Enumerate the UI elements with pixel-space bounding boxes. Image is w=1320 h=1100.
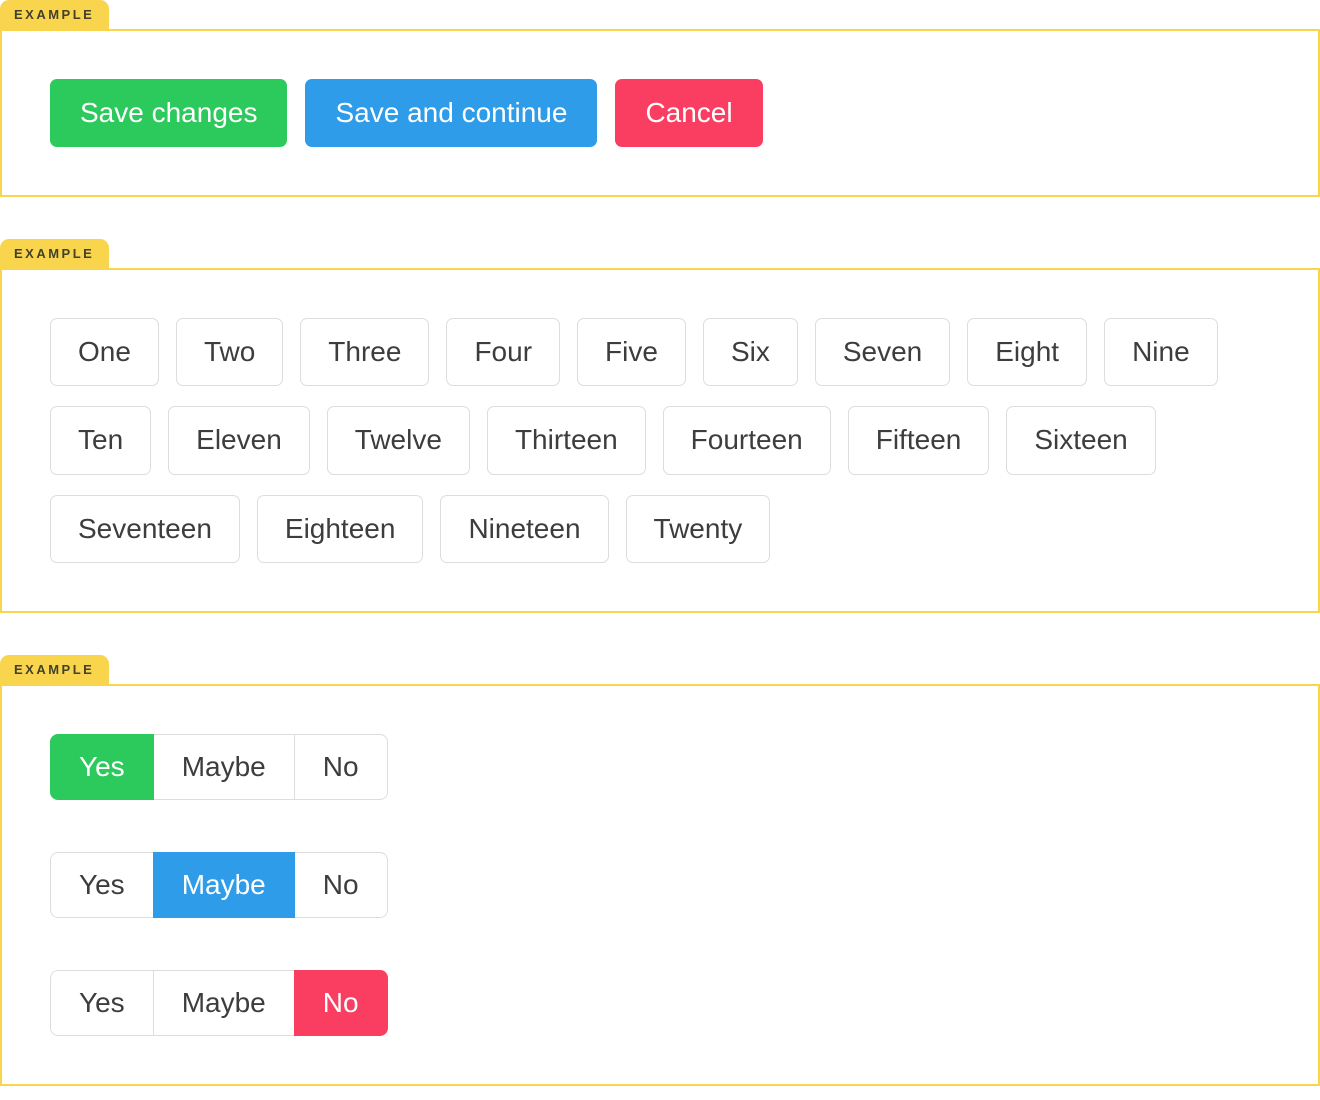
action-button-row: Save changes Save and continue Cancel (50, 79, 1270, 148)
example-tag: EXAMPLE (0, 239, 110, 269)
segment-maybe[interactable]: Maybe (152, 733, 295, 800)
save-and-continue-button[interactable]: Save and continue (305, 79, 598, 148)
example-section-action-buttons: EXAMPLE Save changes Save and continue C… (0, 0, 1320, 198)
grid-button[interactable]: Five (577, 318, 686, 387)
segmented-control-maybe-selected: Yes Maybe No (50, 851, 388, 919)
segmented-control-row: Yes Maybe No (50, 733, 1270, 800)
grid-button[interactable]: Seven (814, 318, 951, 387)
button-grid: One Two Three Four Five Six Seven Eight … (50, 318, 1270, 563)
grid-button[interactable]: Eleven (168, 406, 310, 475)
example-box: One Two Three Four Five Six Seven Eight … (0, 268, 1320, 613)
grid-button[interactable]: Thirteen (486, 406, 646, 475)
grid-button[interactable]: Three (300, 318, 430, 387)
grid-button[interactable]: Seventeen (50, 494, 240, 563)
grid-button[interactable]: Eighteen (256, 494, 424, 563)
grid-button[interactable]: Nine (1104, 318, 1218, 387)
grid-button[interactable]: Four (446, 318, 561, 387)
cancel-button[interactable]: Cancel (615, 79, 763, 148)
segmented-control-no-selected: Yes Maybe No (50, 970, 388, 1037)
segment-maybe[interactable]: Maybe (152, 970, 295, 1037)
segmented-control-yes-selected: Yes Maybe No (50, 733, 388, 800)
example-section-segmented-controls: EXAMPLE Yes Maybe No Yes Maybe No Yes (0, 654, 1320, 1087)
example-tag: EXAMPLE (0, 654, 110, 684)
grid-button[interactable]: One (50, 318, 159, 387)
example-box: Yes Maybe No Yes Maybe No Yes Maybe No (0, 683, 1320, 1087)
segment-no[interactable]: No (293, 970, 388, 1037)
grid-button[interactable]: Ten (50, 406, 152, 475)
segment-no[interactable]: No (293, 851, 388, 919)
grid-button[interactable]: Eight (967, 318, 1088, 387)
segment-maybe[interactable]: Maybe (152, 851, 295, 919)
segment-yes[interactable]: Yes (50, 733, 154, 800)
segmented-control-row: Yes Maybe No (50, 970, 1270, 1037)
example-box: Save changes Save and continue Cancel (0, 29, 1320, 198)
grid-button[interactable]: Six (702, 318, 798, 387)
grid-button[interactable]: Fifteen (847, 406, 990, 475)
grid-button[interactable]: Two (175, 318, 284, 387)
segmented-control-row: Yes Maybe No (50, 851, 1270, 919)
grid-button[interactable]: Twelve (326, 406, 470, 475)
grid-button[interactable]: Twenty (625, 494, 771, 563)
grid-button[interactable]: Nineteen (440, 494, 609, 563)
example-tag: EXAMPLE (0, 0, 110, 29)
segment-yes[interactable]: Yes (50, 851, 154, 919)
grid-button[interactable]: Fourteen (662, 406, 831, 475)
grid-button[interactable]: Sixteen (1006, 406, 1156, 475)
segment-no[interactable]: No (293, 733, 388, 800)
example-section-button-grid: EXAMPLE One Two Three Four Five Six Seve… (0, 239, 1320, 613)
segment-yes[interactable]: Yes (50, 970, 154, 1037)
save-changes-button[interactable]: Save changes (50, 79, 288, 148)
